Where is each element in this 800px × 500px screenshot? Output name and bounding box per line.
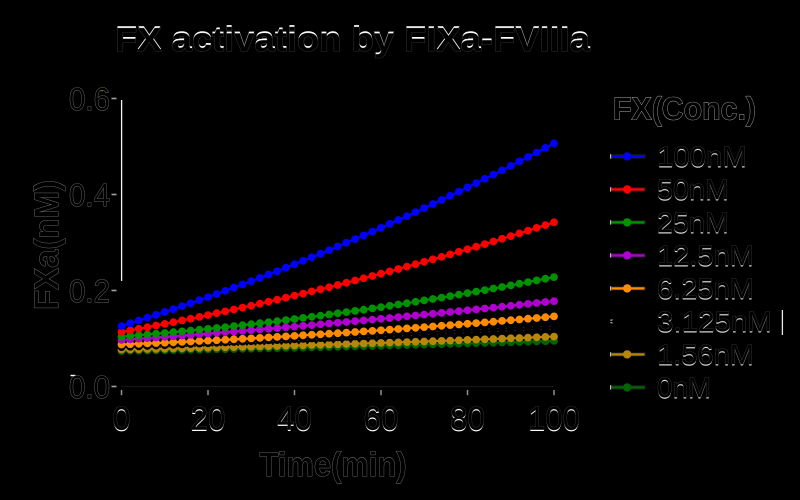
svg-text:50nM: 50nM	[657, 175, 729, 206]
svg-text:25nM: 25nM	[657, 207, 729, 238]
svg-text:80: 80	[450, 400, 485, 437]
svg-text:0.2: 0.2	[69, 273, 110, 309]
svg-text:20: 20	[191, 400, 226, 437]
svg-text:0.6: 0.6	[69, 81, 110, 117]
svg-text:6.25nM: 6.25nM	[657, 273, 754, 304]
svg-text:100nM: 100nM	[657, 142, 747, 173]
svg-text:6.25nM: 6.25nM	[657, 274, 754, 305]
svg-text:100: 100	[528, 400, 580, 437]
svg-text:40: 40	[277, 401, 312, 438]
svg-text:50nM: 50nM	[657, 174, 729, 205]
svg-text:60: 60	[364, 401, 399, 438]
svg-text:40: 40	[277, 400, 312, 437]
svg-text:1.56nM: 1.56nM	[657, 340, 754, 371]
svg-text:3.125nM: 3.125nM	[657, 307, 772, 338]
svg-text:0.0: 0.0	[69, 369, 110, 405]
svg-text:60: 60	[364, 400, 399, 437]
svg-text:FXa(nM): FXa(nM)	[28, 180, 66, 310]
svg-text:FX(Conc.): FX(Conc.)	[613, 91, 756, 127]
svg-text:0.4: 0.4	[69, 177, 110, 213]
svg-text:100: 100	[528, 401, 580, 438]
svg-text:0nM: 0nM	[657, 373, 711, 404]
svg-text:100nM: 100nM	[657, 141, 747, 172]
svg-text:12.5nM: 12.5nM	[657, 241, 754, 272]
svg-text:1.56nM: 1.56nM	[657, 339, 754, 370]
svg-text:FX activation by FIXa-FVIIIa: FX activation by FIXa-FVIIIa	[115, 21, 591, 58]
svg-text:80: 80	[450, 401, 485, 438]
svg-text:0nM: 0nM	[657, 372, 711, 403]
svg-text:20: 20	[191, 401, 226, 438]
svg-text:3.125nM: 3.125nM	[657, 306, 772, 337]
svg-text:0: 0	[113, 400, 131, 437]
svg-text:Time(min): Time(min)	[260, 446, 407, 484]
svg-text:FX activation by FIXa-FVIIIa: FX activation by FIXa-FVIIIa	[115, 19, 591, 56]
svg-text:0: 0	[113, 401, 131, 438]
svg-text:25nM: 25nM	[657, 208, 729, 239]
svg-text:12.5nM: 12.5nM	[657, 240, 754, 271]
